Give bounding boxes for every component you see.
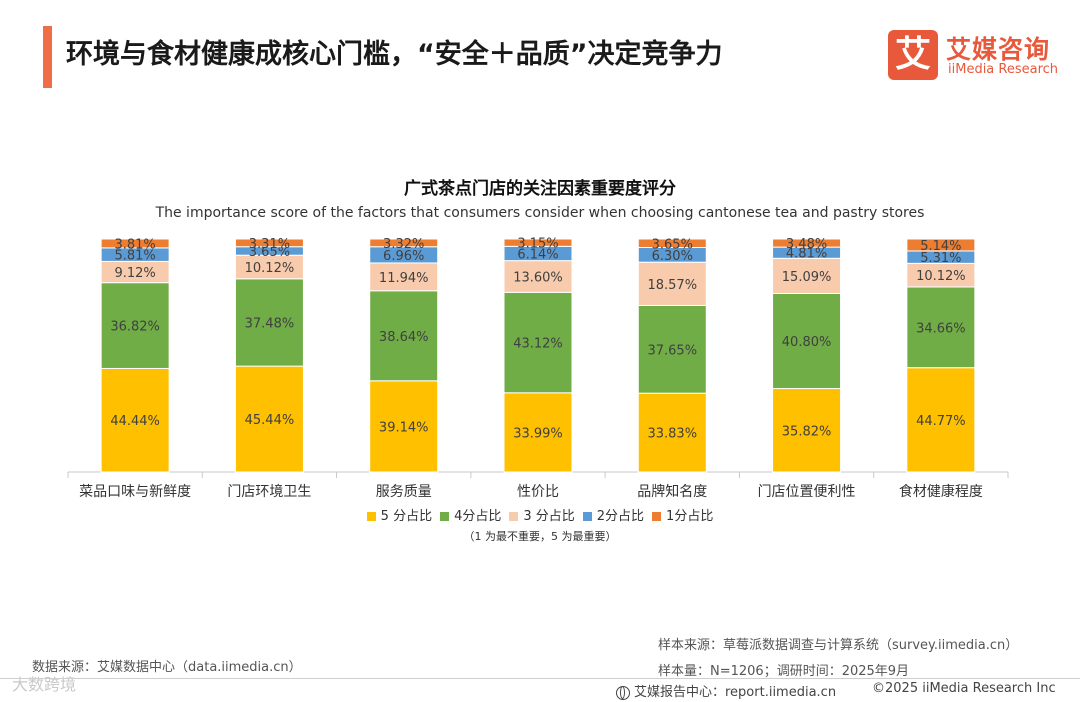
globe-icon — [616, 685, 630, 700]
bar-data-label: 38.64% — [379, 330, 429, 345]
bar-segment — [772, 388, 842, 473]
bar-segment — [503, 291, 573, 394]
bar-segment — [906, 238, 976, 252]
bar-segment — [637, 304, 707, 394]
bar-data-label: 39.14% — [379, 420, 429, 435]
bar-data-label: 15.09% — [782, 270, 832, 285]
bar-segment — [234, 238, 304, 248]
bar-data-label: 3.48% — [786, 237, 827, 252]
bar-data-label: 5.14% — [920, 239, 961, 254]
bar-data-label: 10.12% — [916, 269, 966, 284]
bar-data-label: 9.12% — [114, 266, 155, 281]
data-source: 数据来源：艾媒数据中心（data.iimedia.cn） — [32, 660, 302, 675]
bar-data-label: 3.32% — [383, 237, 424, 252]
bar-segment — [637, 392, 707, 473]
chart-legend: 5 分占比 4分占比 3 分占比 2分占比 1分占比 — [0, 505, 1080, 524]
sample-source: 样本来源：草莓派数据调查与计算系统（survey.iimedia.cn） — [658, 638, 1019, 653]
legend-item: 1分占比 — [652, 505, 713, 524]
bar-data-label: 18.57% — [647, 278, 697, 293]
bar-data-label: 13.60% — [513, 270, 563, 285]
x-tick-label: 服务质量 — [376, 484, 432, 500]
x-tick-label: 菜品口味与新鲜度 — [79, 484, 191, 500]
legend-item: 2分占比 — [582, 505, 645, 524]
bar-segment — [906, 286, 976, 369]
chart-note: （1 为最不重要，5 为最重要） — [463, 530, 617, 543]
x-tick-label: 性价比 — [517, 484, 559, 500]
footer-report-text: 艾媒报告中心：report.iimedia.cn — [634, 685, 837, 700]
bar-data-label: 33.99% — [513, 426, 563, 441]
title-accent-bar — [43, 26, 52, 88]
legend-label: 4分占比 — [454, 509, 502, 524]
bar-data-label: 6.30% — [652, 249, 693, 264]
bar-segment — [772, 238, 842, 248]
bar-segment — [503, 260, 573, 293]
bar-segment — [503, 238, 573, 247]
logo-name-cn: 艾媒咨询 — [946, 35, 1051, 64]
bar-data-label: 6.96% — [383, 249, 424, 264]
bar-data-label: 37.65% — [647, 343, 697, 358]
legend-swatch — [652, 512, 662, 521]
chart-subtitle: The importance score of the factors that… — [155, 205, 925, 221]
bar-data-label: 3.81% — [114, 237, 155, 252]
bar-segment — [234, 365, 304, 473]
bar-data-label: 34.66% — [916, 321, 966, 336]
bar-data-label: 44.44% — [110, 414, 160, 429]
bar-data-label: 36.82% — [110, 320, 160, 335]
bar-segment — [369, 238, 439, 248]
logo-mark-icon: 艾 — [888, 30, 938, 80]
watermark-text: 大数跨境 — [12, 675, 77, 694]
bar-segment — [100, 282, 170, 369]
legend-swatch — [366, 512, 376, 521]
bar-segment — [369, 290, 439, 382]
bar-segment — [234, 278, 304, 367]
bar-data-label: 33.83% — [647, 427, 697, 442]
bar-data-label: 3.65% — [652, 237, 693, 252]
x-tick-label: 品牌知名度 — [637, 483, 707, 500]
x-tick-label: 门店环境卫生 — [227, 484, 311, 500]
legend-item: 5 分占比 — [366, 505, 433, 524]
legend-swatch — [582, 512, 592, 521]
footer-copyright: ©2025 iiMedia Research Inc — [872, 681, 1056, 696]
legend-label: 1分占比 — [666, 509, 714, 524]
bar-data-label: 5.31% — [920, 251, 961, 266]
legend-label: 2分占比 — [596, 509, 645, 524]
bar-data-label: 5.81% — [114, 249, 155, 264]
legend-item: 4分占比 — [440, 505, 501, 524]
chart-title: 广式茶点门店的关注因素重要度评分 — [404, 179, 676, 199]
bar-data-label: 3.15% — [517, 237, 558, 252]
bar-data-label: 10.12% — [245, 261, 295, 276]
legend-item: 3 分占比 — [509, 505, 575, 524]
bar-data-label: 35.82% — [782, 424, 832, 439]
bar-data-label: 3.31% — [249, 237, 290, 252]
bar-data-label: 44.77% — [916, 414, 966, 429]
page-title: 环境与食材健康成核心门槛，“安全＋品质”决定竞争力 — [66, 39, 723, 70]
logo-name-en: iiMedia Research — [948, 62, 1059, 77]
bar-data-label: 45.44% — [245, 413, 295, 428]
x-tick-label: 食材健康程度 — [899, 483, 983, 500]
bar-data-label: 37.48% — [245, 316, 295, 331]
x-tick-label: 门店位置便利性 — [758, 484, 856, 500]
bar-data-label: 6.14% — [517, 247, 558, 262]
bar-segment — [100, 238, 170, 249]
bar-segment — [369, 380, 439, 473]
sample-size: 样本量：N=1206；调研时间：2025年9月 — [658, 664, 910, 679]
bar-data-label: 43.12% — [513, 337, 563, 352]
bar-segment — [637, 238, 707, 249]
legend-swatch — [509, 512, 519, 521]
bar-segment — [100, 367, 170, 473]
bar-data-label: 11.94% — [379, 271, 429, 286]
footer-divider — [0, 678, 1080, 679]
legend-swatch — [440, 512, 450, 521]
bar-data-label: 4.81% — [786, 247, 827, 262]
bar-segment — [637, 261, 707, 306]
iimedia-logo[interactable]: 艾 艾媒咨询 iiMedia Research — [888, 30, 1068, 82]
bar-data-label: 3.65% — [249, 245, 290, 260]
legend-label: 5 分占比 — [380, 509, 433, 524]
legend-label: 3 分占比 — [523, 509, 575, 524]
bar-segment — [772, 292, 842, 390]
bar-data-label: 40.80% — [782, 335, 832, 350]
bar-segment — [369, 262, 439, 292]
footer-report-center[interactable]: 艾媒报告中心：report.iimedia.cn — [616, 681, 836, 700]
